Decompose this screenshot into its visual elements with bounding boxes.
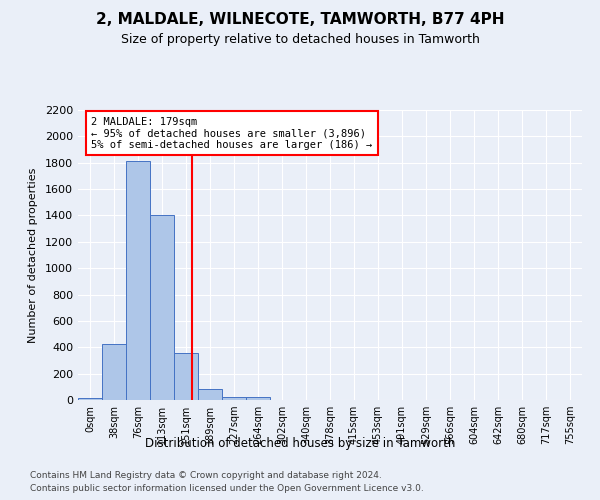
- Bar: [150, 216, 174, 400]
- Text: Contains public sector information licensed under the Open Government Licence v3: Contains public sector information licen…: [30, 484, 424, 493]
- Bar: [246, 398, 270, 400]
- Bar: [198, 390, 222, 400]
- Text: 2, MALDALE, WILNECOTE, TAMWORTH, B77 4PH: 2, MALDALE, WILNECOTE, TAMWORTH, B77 4PH: [96, 12, 504, 28]
- Bar: [222, 396, 246, 400]
- Text: 2 MALDALE: 179sqm
← 95% of detached houses are smaller (3,896)
5% of semi-detach: 2 MALDALE: 179sqm ← 95% of detached hous…: [91, 116, 373, 150]
- Text: Distribution of detached houses by size in Tamworth: Distribution of detached houses by size …: [145, 438, 455, 450]
- Y-axis label: Number of detached properties: Number of detached properties: [28, 168, 38, 342]
- Text: Contains HM Land Registry data © Crown copyright and database right 2024.: Contains HM Land Registry data © Crown c…: [30, 471, 382, 480]
- Bar: [126, 162, 150, 400]
- Bar: [174, 353, 198, 400]
- Text: Size of property relative to detached houses in Tamworth: Size of property relative to detached ho…: [121, 32, 479, 46]
- Bar: [78, 398, 102, 400]
- Bar: [102, 344, 126, 400]
